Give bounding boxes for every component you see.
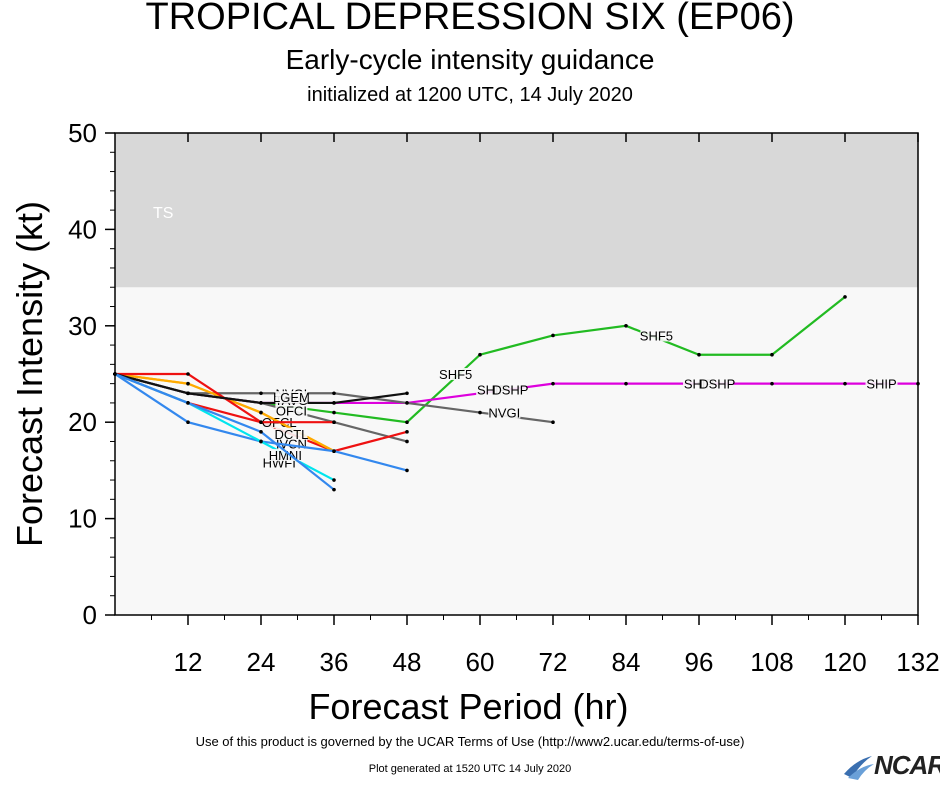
data-point-shf5 — [697, 352, 701, 357]
series-label-dshp: DSHP — [492, 382, 528, 397]
chart-subtitle: Early-cycle intensity guidance — [285, 44, 655, 75]
data-point-ship — [843, 381, 847, 386]
y-tick-label: 30 — [68, 311, 97, 341]
y-tick-label: 20 — [68, 407, 97, 437]
data-point-ship — [551, 381, 555, 386]
data-point-shf5 — [551, 333, 555, 338]
data-point-dctl — [186, 372, 190, 376]
data-point-nvgi — [405, 401, 409, 405]
data-point-nvgi — [551, 420, 555, 425]
y-tick-label: 50 — [68, 118, 97, 148]
series-label-bg — [640, 329, 673, 342]
series-label-bg — [439, 368, 472, 380]
x-tick-label: 36 — [320, 647, 349, 677]
series-label-shf5: SHF5 — [439, 367, 472, 382]
x-tick-label: 96 — [685, 647, 714, 677]
data-point-ship — [916, 381, 920, 386]
data-point-lgem — [113, 372, 117, 376]
data-point-shf5 — [843, 295, 847, 299]
series-label-bg — [488, 406, 521, 419]
series-label-bg — [494, 383, 527, 396]
data-point-hwfi — [332, 449, 336, 453]
terms-of-use-note: Use of this product is governed by the U… — [195, 734, 745, 749]
data-point-tavg — [186, 391, 190, 396]
x-tick-label: 24 — [247, 647, 276, 677]
data-point-nvgi — [478, 410, 482, 415]
x-axis-title: Forecast Period (hr) — [308, 686, 628, 727]
y-tick-label: 10 — [68, 504, 97, 534]
series-label-bg — [275, 404, 308, 417]
data-point-tavg — [332, 401, 336, 405]
data-point-tavg — [259, 401, 263, 405]
series-label-dctl: DCTL — [274, 427, 308, 442]
data-point-lgem — [259, 430, 263, 434]
series-label-bg — [275, 391, 308, 404]
data-point-ivcn — [259, 410, 263, 415]
band-ts — [115, 133, 918, 288]
ncar-logo-icon — [844, 756, 874, 780]
series-label-bg — [865, 377, 898, 390]
y-tick-label: 40 — [68, 214, 97, 244]
data-point-hwfi — [405, 468, 409, 473]
series-label-ship: SHIP — [866, 377, 896, 392]
chart-title: TROPICAL DEPRESSION SIX (EP06) — [145, 0, 795, 38]
data-point-nvgi — [259, 391, 263, 396]
data-point-lgem — [332, 487, 336, 492]
series-label-ivcn: IVCN — [276, 436, 307, 451]
data-point-shf5 — [624, 324, 628, 328]
series-lgem: LGEM — [113, 372, 336, 492]
series-label-dshp: DSHP — [699, 377, 735, 392]
y-tick-label: 0 — [83, 600, 97, 630]
series-label-lgem: LGEM — [273, 390, 310, 405]
series-label-bg — [701, 377, 734, 390]
data-point-ship — [624, 381, 628, 386]
x-tick-label: 12 — [174, 647, 203, 677]
series-label-shf5: SHF5 — [640, 328, 673, 343]
data-point-shf5 — [478, 352, 482, 357]
x-tick-label: 72 — [539, 647, 568, 677]
data-point-hwfi — [186, 420, 190, 425]
band-label: TS — [153, 205, 173, 222]
data-point-hmni — [332, 478, 336, 482]
series-label-bg — [275, 427, 308, 440]
ncar-logo-text: NCAR — [874, 750, 940, 780]
series-line-lgem — [114, 372, 335, 491]
data-point-dctl — [332, 420, 336, 425]
data-point-dctl — [259, 420, 263, 425]
x-tick-label: 120 — [823, 647, 866, 677]
data-point-ship — [770, 381, 774, 386]
data-point-ofcl — [405, 430, 409, 434]
data-point-lgem — [186, 401, 190, 405]
series-label-ofci: OFCI — [276, 404, 307, 419]
series-dshp: DSHP DSHP — [492, 377, 735, 398]
data-point-ofci — [405, 439, 409, 444]
plot-generated-note: Plot generated at 1520 UTC 14 July 2020 — [368, 763, 572, 775]
series-label-hmni: HMNI — [269, 448, 302, 463]
data-point-ivcn — [186, 381, 190, 386]
data-point-shf5 — [405, 420, 409, 425]
ncar-logo: NCAR — [842, 750, 940, 780]
data-point-shf5 — [770, 352, 774, 357]
series-label-nvgi: NVGI — [488, 406, 520, 421]
x-tick-label: 60 — [466, 647, 495, 677]
initialized-time: initialized at 1200 UTC, 14 July 2020 — [307, 84, 633, 106]
x-tick-label: 108 — [750, 647, 793, 677]
data-point-shf5 — [332, 410, 336, 415]
x-tick-label: 84 — [612, 647, 641, 677]
y-axis-title: Forecast Intensity (kt) — [9, 201, 50, 547]
data-point-hmni — [259, 439, 263, 444]
x-tick-label: 48 — [393, 647, 422, 677]
data-point-nvgi — [332, 391, 336, 396]
data-point-tavg — [405, 391, 409, 396]
x-tick-label: 132 — [896, 647, 939, 677]
